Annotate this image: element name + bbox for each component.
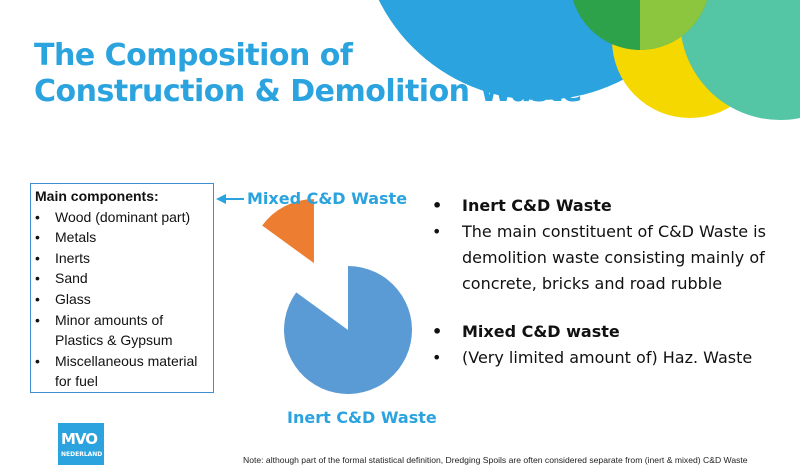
bullet-item: Inert C&D Waste [432,193,792,219]
component-item: Minor amounts of Plastics & Gypsum [35,310,209,351]
mixed-connector-arrow [216,194,226,204]
title-line-2: Construction & Demolition Waste [34,74,582,109]
teal-circle-decoration [680,0,800,120]
component-item: Sand [35,268,209,289]
pie-slice-mixed [262,199,314,264]
component-item: Inerts [35,248,209,269]
component-item: Metals [35,227,209,248]
main-components-box: Main components: Wood (dominant part) Me… [30,183,214,393]
component-item: Glass [35,289,209,310]
pie-slice-inert [284,266,413,394]
inert-waste-label: Inert C&D Waste [287,408,437,427]
logo-main-text: MVO [61,430,98,448]
bullet-item: (Very limited amount of) Haz. Waste [432,345,792,371]
page-title: The Composition of Construction & Demoli… [34,38,582,110]
logo-sub-text: NEDERLAND [61,451,103,458]
mixed-waste-label: Mixed C&D Waste [247,189,408,208]
bullet-item: Mixed C&D waste [432,319,792,345]
component-item: Miscellaneous material for fuel [35,351,209,392]
main-components-list: Wood (dominant part) Metals Inerts Sand … [35,207,209,392]
lime-wedge-decoration [640,0,708,50]
mvo-logo: MVO NEDERLAND [58,423,104,465]
bullet-item: The main constituent of C&D Waste is dem… [432,219,792,297]
component-item: Wood (dominant part) [35,207,209,228]
main-components-heading: Main components: [35,188,159,204]
footnote: Note: although part of the formal statis… [243,455,748,465]
bullet-list: Inert C&D Waste The main constituent of … [432,193,792,371]
title-line-1: The Composition of [34,38,353,73]
